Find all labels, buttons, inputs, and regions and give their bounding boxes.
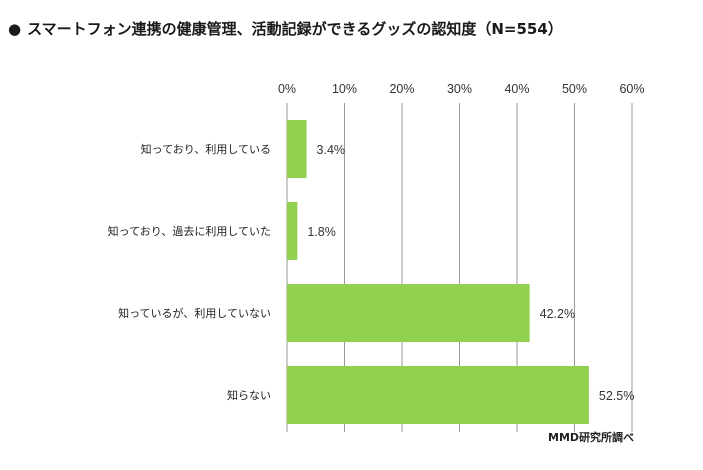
data-label: 1.8%	[307, 225, 336, 239]
x-tick-label: 60%	[619, 82, 644, 96]
bar	[287, 120, 307, 178]
chart-title-text: スマートフォン連携の健康管理、活動記録ができるグッズの認知度（N=554）	[27, 20, 563, 38]
title-bullet: ●	[8, 20, 22, 38]
data-label: 3.4%	[317, 143, 346, 157]
x-tick-label: 0%	[278, 82, 296, 96]
bars	[287, 120, 589, 424]
bar	[287, 284, 530, 342]
x-axis-ticks: 0% 10% 20% 30% 40% 50% 60%	[278, 82, 645, 96]
x-tick-label: 10%	[332, 82, 357, 96]
source-note: MMD研究所調べ	[548, 429, 634, 445]
source-suffix: 研究所調べ	[579, 431, 635, 444]
category-labels: 知っており、利用している知っており、過去に利用していた知っているが、利用していな…	[108, 142, 271, 402]
data-label: 52.5%	[599, 389, 634, 403]
category-label: 知っており、過去に利用していた	[108, 224, 271, 238]
value-labels: 3.4% 1.8% 42.2% 52.5%	[307, 143, 634, 403]
x-tick-label: 20%	[389, 82, 414, 96]
data-label: 42.2%	[540, 307, 575, 321]
bar	[287, 202, 298, 260]
x-tick-label: 40%	[504, 82, 529, 96]
x-tick-label: 50%	[562, 82, 587, 96]
chart-title: ● スマートフォン連携の健康管理、活動記録ができるグッズの認知度（N=554）	[8, 18, 563, 39]
category-label: 知っているが、利用していない	[118, 306, 271, 320]
source-brand: MMD	[548, 431, 580, 444]
category-label: 知っており、利用している	[141, 142, 271, 156]
category-label: 知らない	[227, 388, 271, 402]
x-tick-label: 30%	[447, 82, 472, 96]
bar	[287, 366, 589, 424]
